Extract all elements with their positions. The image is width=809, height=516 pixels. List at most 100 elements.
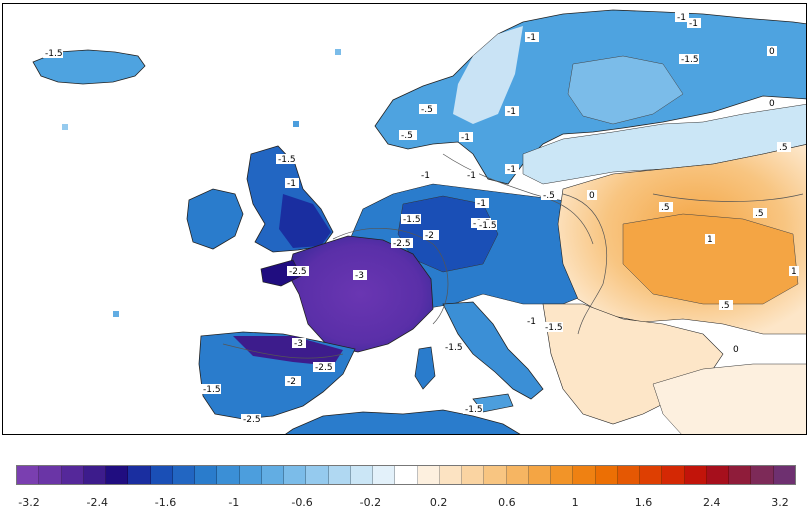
- contour-label: -1.5: [679, 54, 699, 65]
- colorbar-segment: [617, 466, 640, 484]
- svg-text:1: 1: [707, 235, 713, 245]
- contour-label: -1.5: [477, 220, 497, 231]
- colorbar-segment: [306, 466, 329, 484]
- contour-label: -1.5: [401, 214, 421, 225]
- contour-label: 1: [705, 234, 715, 245]
- svg-text:-1: -1: [421, 171, 430, 181]
- contour-label: -1: [687, 18, 701, 29]
- colorbar-segment: [573, 466, 596, 484]
- svg-text:0: 0: [769, 47, 775, 57]
- contour-label: 0: [767, 98, 777, 109]
- svg-text:-1.5: -1.5: [278, 155, 296, 165]
- contour-label: -2: [423, 230, 439, 241]
- colorbar-tick-label: -0.6: [291, 496, 313, 509]
- ireland: [186, 188, 244, 250]
- colorbar-segment: [684, 466, 707, 484]
- svg-text:-2.5: -2.5: [315, 363, 333, 373]
- colorbar-segment: [640, 466, 663, 484]
- svg-text:-1: -1: [507, 165, 516, 175]
- colorbar-segment: [39, 466, 62, 484]
- contour-label: -3: [353, 270, 367, 281]
- colorbar-tick-label: -1.6: [154, 496, 177, 509]
- scandinavia-light-band: [453, 26, 523, 124]
- contour-label: 0: [767, 46, 777, 57]
- svg-text:-1: -1: [287, 179, 296, 189]
- svg-text:-1.5: -1.5: [465, 405, 483, 415]
- contour-label: -1.5: [276, 154, 296, 165]
- colorbar-segment: [261, 466, 284, 484]
- colorbar-segment: [662, 466, 685, 484]
- contour-label: -1: [465, 170, 479, 181]
- contour-label: .5: [777, 142, 791, 153]
- colorbar-segment: [417, 466, 440, 484]
- svg-text:-1: -1: [507, 107, 516, 117]
- svg-text:-1.5: -1.5: [545, 323, 563, 333]
- anomaly-map: -1 -1.5 -1.5 -1 -1.5 -2 -2.5 -2.5 -2.5 -…: [2, 3, 807, 435]
- sardinia: [414, 346, 436, 390]
- contour-label: -2.5: [391, 238, 413, 249]
- svg-text:-2: -2: [425, 231, 434, 241]
- svg-text:.5: .5: [779, 143, 788, 153]
- pixel-cell: [113, 311, 119, 317]
- colorbar-tick-label: 1.6: [634, 496, 653, 509]
- colorbar-segment: [395, 466, 418, 484]
- svg-text:-1: -1: [677, 13, 686, 23]
- colorbar-tick-label: 0.2: [429, 496, 448, 509]
- contour-label: -1: [525, 316, 539, 327]
- contour-label: -1.5: [201, 384, 221, 395]
- colorbar-segment: [83, 466, 106, 484]
- europe-map-svg: -1 -1.5 -1.5 -1 -1.5 -2 -2.5 -2.5 -2.5 -…: [32, 9, 806, 434]
- contour-label: 0: [587, 190, 597, 201]
- svg-text:-1: -1: [689, 19, 698, 29]
- colorbar-segment: [595, 466, 618, 484]
- svg-text:-1: -1: [527, 317, 536, 327]
- svg-text:-2.5: -2.5: [393, 239, 411, 249]
- svg-text:-1.5: -1.5: [203, 385, 221, 395]
- svg-text:0: 0: [589, 191, 595, 201]
- colorbar-segment: [172, 466, 195, 484]
- iberia-dark-north: [233, 336, 343, 366]
- svg-text:-2: -2: [287, 377, 296, 387]
- svg-text:-1.5: -1.5: [479, 221, 497, 231]
- colorbar-segment: [17, 466, 40, 484]
- colorbar-segment: [439, 466, 462, 484]
- finland-lighter: [567, 55, 684, 125]
- contour-label: -1: [675, 12, 689, 23]
- svg-text:-3: -3: [355, 271, 364, 281]
- contour-label: -.5: [399, 130, 417, 141]
- england-dark: [279, 194, 331, 248]
- svg-text:-2.5: -2.5: [243, 415, 261, 425]
- svg-text:0: 0: [769, 99, 775, 109]
- contour-label: .5: [719, 300, 733, 311]
- colorbar-segment: [106, 466, 129, 484]
- colorbar-tick-label: -3.2: [18, 496, 40, 509]
- contour-label: -2.5: [287, 266, 309, 277]
- contour-label: -1: [525, 32, 539, 43]
- pixel-cell: [62, 124, 68, 130]
- iceland: [32, 49, 146, 85]
- colorbar-tick-label: 0.6: [498, 496, 516, 509]
- contour-label: -1: [475, 198, 489, 209]
- italy: [442, 301, 544, 400]
- contour-label: -1: [459, 132, 473, 143]
- contour-label: -1: [419, 170, 433, 181]
- svg-text:-.5: -.5: [543, 191, 555, 201]
- contour-label: 1: [789, 266, 799, 277]
- colorbar-tick-label: -1: [228, 496, 240, 509]
- svg-text:.5: .5: [661, 203, 670, 213]
- colorbar-segment: [729, 466, 752, 484]
- colorbar-segment: [706, 466, 729, 484]
- svg-text:-1.5: -1.5: [45, 49, 63, 59]
- colorbar-segment: [373, 466, 396, 484]
- contour-label: -.5: [541, 190, 557, 201]
- contour-label: -.5: [419, 104, 437, 115]
- contour-label: -2.5: [313, 362, 335, 373]
- contour-label: 0: [731, 344, 741, 355]
- colorbar: [16, 465, 796, 485]
- svg-text:1: 1: [791, 267, 797, 277]
- contour-label: -1.5: [43, 48, 63, 59]
- colorbar-segment: [61, 466, 84, 484]
- contour-label: .5: [753, 208, 767, 219]
- colorbar-tick-labels: -3.2 -2.4 -1.6 -1 -0.6 -0.2 0.2 0.6 1 1.6 2.4 3.2: [0, 496, 809, 512]
- colorbar-segment: [506, 466, 529, 484]
